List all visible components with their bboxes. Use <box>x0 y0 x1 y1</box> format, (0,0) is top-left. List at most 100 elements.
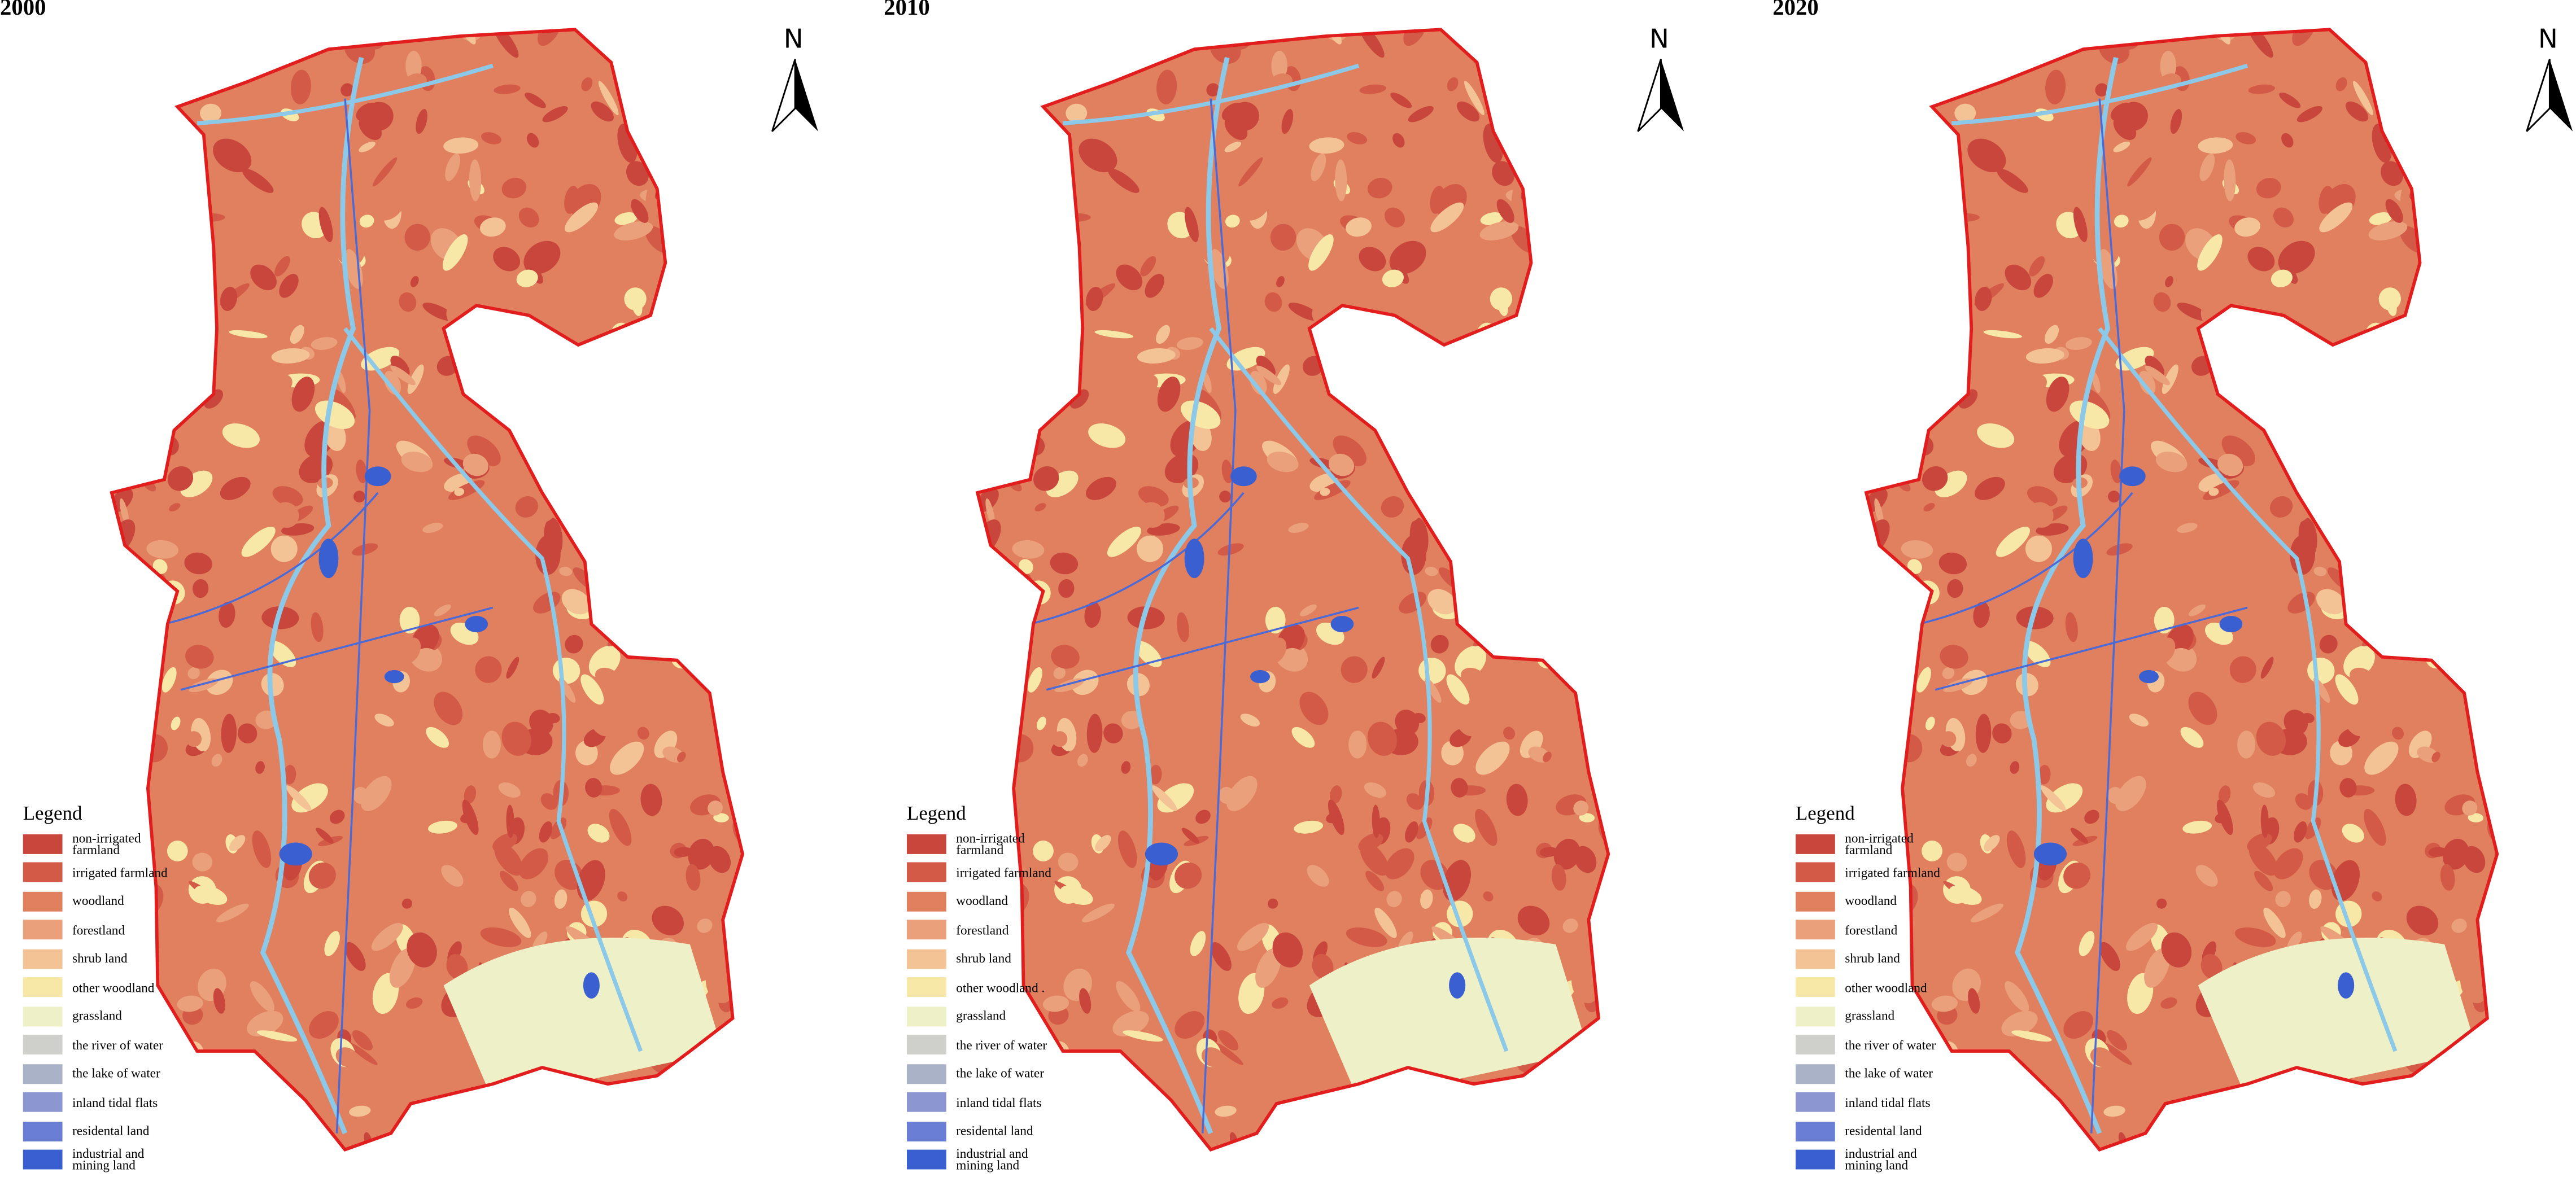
patch <box>1575 83 1589 100</box>
patch <box>634 1091 642 1130</box>
patch <box>2223 199 2234 216</box>
patch <box>2177 523 2198 533</box>
patch <box>1422 375 1443 409</box>
patch <box>1333 435 1366 466</box>
patch <box>1907 559 1922 574</box>
patch <box>1456 101 1480 122</box>
patch <box>627 454 667 471</box>
patch <box>143 130 167 164</box>
legend-swatch <box>23 1121 63 1141</box>
patch <box>521 891 536 907</box>
patch <box>664 163 682 186</box>
patch <box>1271 51 1287 81</box>
patch <box>1532 579 1565 601</box>
patch <box>610 741 644 775</box>
border <box>975 28 1610 1152</box>
water-body <box>2033 842 2067 866</box>
patch <box>538 29 562 46</box>
patch <box>2159 224 2185 251</box>
patch <box>1309 137 1344 154</box>
patch <box>2428 847 2447 857</box>
patch <box>1543 751 1552 763</box>
north-arrow <box>2549 59 2573 132</box>
river <box>1063 63 1360 125</box>
patch <box>2237 730 2256 759</box>
patch <box>2120 561 2162 592</box>
patch <box>2065 612 2078 642</box>
patch <box>2053 145 2060 158</box>
patch <box>1475 808 1497 846</box>
patch <box>2424 768 2452 799</box>
patch <box>2406 628 2420 640</box>
patch <box>2499 59 2516 76</box>
patch <box>1340 235 1355 272</box>
patch <box>2395 784 2417 816</box>
patch <box>982 336 998 349</box>
patch <box>740 103 743 117</box>
patch <box>2215 812 2229 824</box>
patch <box>2284 710 2308 736</box>
patch <box>1084 46 1106 71</box>
patch <box>210 1104 232 1142</box>
patch <box>1206 83 1220 97</box>
patch <box>2165 275 2173 287</box>
patch <box>1871 681 1903 704</box>
patch <box>111 56 119 87</box>
patch <box>344 942 366 971</box>
north-label: N <box>1649 23 1669 55</box>
patch <box>591 101 614 122</box>
legend-label: the river of water <box>72 1038 163 1053</box>
patch <box>1086 714 1103 753</box>
patch <box>2247 247 2275 272</box>
patch <box>688 838 715 870</box>
patch <box>1507 471 1528 494</box>
patch <box>735 1057 743 1083</box>
patch <box>2459 658 2480 679</box>
legend-item: the lake of water <box>23 1060 187 1088</box>
patch <box>1551 864 1566 891</box>
patch <box>2406 905 2439 935</box>
patch <box>1529 171 1555 198</box>
legend-item: inland tidal flats <box>23 1088 187 1117</box>
patch <box>184 552 212 575</box>
legend-item: the river of water <box>906 1031 1071 1060</box>
patch <box>2335 77 2347 91</box>
patch <box>1972 46 1994 71</box>
patch <box>1898 130 1922 164</box>
patch <box>1328 1093 1357 1104</box>
patch <box>220 476 251 500</box>
patch <box>567 497 584 511</box>
patch <box>1544 335 1553 377</box>
patch <box>192 852 213 872</box>
patch <box>111 159 125 181</box>
patch <box>308 862 336 889</box>
patch <box>2343 646 2375 678</box>
patch <box>311 612 324 642</box>
patch <box>1601 396 1609 413</box>
patch <box>2046 377 2069 412</box>
patch <box>2294 821 2307 843</box>
water-body <box>1230 466 1257 487</box>
legend-swatch <box>1795 1035 1835 1055</box>
patch <box>459 40 494 69</box>
patch <box>111 632 132 667</box>
patch <box>740 138 743 155</box>
legend-item: shrub land <box>1795 944 1960 973</box>
patch <box>2391 457 2406 471</box>
patch <box>1940 645 1968 669</box>
patch <box>1975 714 1992 753</box>
patch <box>1276 275 1285 287</box>
legend-label: other woodland . <box>956 980 1045 995</box>
patch <box>566 393 586 427</box>
patch <box>1308 234 1334 271</box>
legend-item: non-irrigated farmland <box>23 829 187 858</box>
patch <box>1221 460 1233 484</box>
patch <box>349 1105 371 1117</box>
patch <box>2490 1057 2498 1083</box>
patch <box>1232 561 1273 592</box>
patch <box>2260 1111 2282 1121</box>
patch <box>316 828 334 844</box>
legend-label: shrub land <box>1845 951 1900 966</box>
patch <box>116 174 129 183</box>
patch <box>1381 496 1404 518</box>
